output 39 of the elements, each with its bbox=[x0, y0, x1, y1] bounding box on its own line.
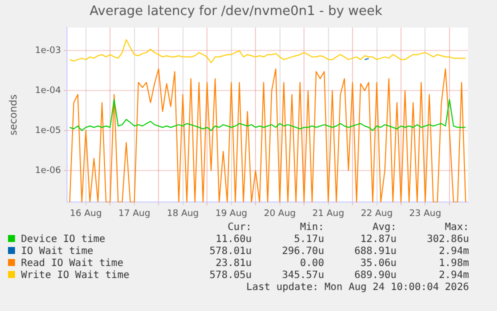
y-tick-label: 1e-04 bbox=[35, 86, 62, 96]
y-axis-title: seconds bbox=[8, 94, 20, 136]
text: 1.98m bbox=[438, 258, 470, 270]
text: 2.94m bbox=[438, 246, 470, 258]
legend-label: Write IO Wait time bbox=[20, 270, 130, 282]
text: 11.60u bbox=[214, 234, 253, 246]
text: 0.00 bbox=[299, 258, 326, 270]
text: Avg: bbox=[371, 222, 398, 234]
text: Cur: bbox=[226, 222, 253, 234]
text: 296.70u bbox=[280, 246, 326, 258]
text: 5.17u bbox=[293, 234, 326, 246]
legend-label: Read IO Wait time bbox=[20, 258, 124, 270]
text: 578.05u bbox=[208, 270, 253, 282]
legend-label: IO Wait time bbox=[20, 246, 94, 258]
text: Last update: Mon Aug 24 10:00:04 2026 bbox=[245, 282, 470, 294]
text: 578.01u bbox=[208, 246, 253, 258]
x-tick-label: 17 Aug bbox=[118, 208, 150, 219]
y-tick-label: 1e-03 bbox=[35, 46, 61, 56]
text: 689.90u bbox=[353, 270, 398, 282]
text: 688.91u bbox=[353, 246, 398, 258]
text: 23.81u bbox=[214, 258, 253, 270]
text: 302.86u bbox=[426, 234, 470, 246]
text: 2.94m bbox=[438, 270, 470, 282]
x-tick-label: 22 Aug bbox=[360, 208, 393, 219]
text: 345.57u bbox=[280, 270, 326, 282]
x-tick-label: 16 Aug bbox=[70, 208, 102, 219]
x-tick-label: 21 Aug bbox=[312, 208, 344, 219]
text: Min: bbox=[299, 222, 326, 234]
x-tick-label: 18 Aug bbox=[166, 208, 199, 219]
chart-title: Average latency for /dev/nvme0n1 - by week bbox=[90, 4, 383, 20]
legend-label: Device IO time bbox=[20, 234, 106, 246]
y-tick-label: 1e-06 bbox=[35, 166, 62, 176]
x-tick-label: 20 Aug bbox=[264, 208, 296, 219]
x-tick-label: 23 Aug bbox=[409, 208, 442, 219]
text: Max: bbox=[444, 222, 470, 234]
text: 12.87u bbox=[359, 234, 398, 246]
text: 35.06u bbox=[359, 258, 398, 270]
y-tick-label: 1e-05 bbox=[35, 126, 61, 136]
x-tick-label: 19 Aug bbox=[215, 208, 248, 219]
